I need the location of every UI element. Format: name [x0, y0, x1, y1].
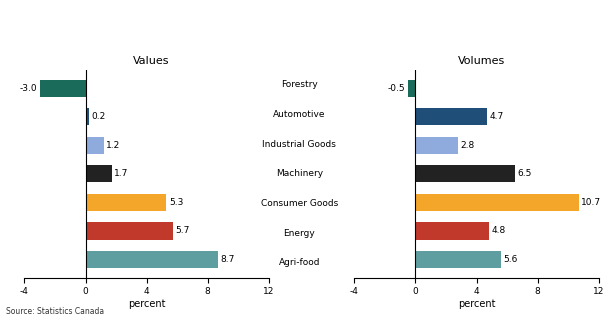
Text: -3.0: -3.0 [20, 84, 37, 93]
Text: 4.8: 4.8 [491, 226, 505, 235]
Bar [415, 165, 515, 182]
Bar [86, 137, 104, 154]
Text: Forestry: Forestry [281, 80, 318, 90]
Text: Consumer Goods: Consumer Goods [261, 199, 338, 208]
Bar [86, 108, 89, 125]
Text: Growth in Goods Imports by Major Groups, 2007 (annual percent change): Growth in Goods Imports by Major Groups,… [6, 41, 339, 50]
Text: 5.7: 5.7 [175, 226, 189, 235]
Bar [86, 165, 111, 182]
Text: Volumes: Volumes [458, 56, 505, 66]
Bar [415, 194, 579, 211]
Bar [40, 80, 86, 97]
Bar [408, 80, 415, 97]
Text: 5.3: 5.3 [169, 198, 183, 207]
Text: 6.5: 6.5 [517, 169, 532, 178]
Bar [415, 137, 458, 154]
Text: Agri-food: Agri-food [279, 258, 320, 267]
Text: 8.7: 8.7 [221, 255, 235, 264]
Text: 10.7: 10.7 [581, 198, 601, 207]
Bar [86, 194, 166, 211]
Text: Industrial Goods: Industrial Goods [263, 140, 336, 149]
Text: Figure 4-5: Figure 4-5 [6, 16, 67, 25]
Bar [415, 251, 501, 268]
Text: 2.8: 2.8 [461, 141, 475, 150]
Bar [86, 251, 219, 268]
Text: Values: Values [133, 56, 170, 66]
Text: 1.2: 1.2 [106, 141, 120, 150]
Bar [415, 108, 488, 125]
X-axis label: percent: percent [128, 299, 166, 309]
Text: -0.5: -0.5 [388, 84, 406, 93]
Text: Machinery: Machinery [276, 169, 323, 178]
Text: 4.7: 4.7 [489, 112, 504, 121]
Text: 5.6: 5.6 [503, 255, 518, 264]
Text: Energy: Energy [284, 229, 315, 238]
Text: Automotive: Automotive [273, 110, 326, 119]
Text: 0.2: 0.2 [91, 112, 105, 121]
Text: 1.7: 1.7 [114, 169, 128, 178]
Bar [415, 222, 489, 240]
Bar [86, 222, 172, 240]
Text: Source: Statistics Canada: Source: Statistics Canada [6, 307, 104, 316]
X-axis label: percent: percent [458, 299, 496, 309]
